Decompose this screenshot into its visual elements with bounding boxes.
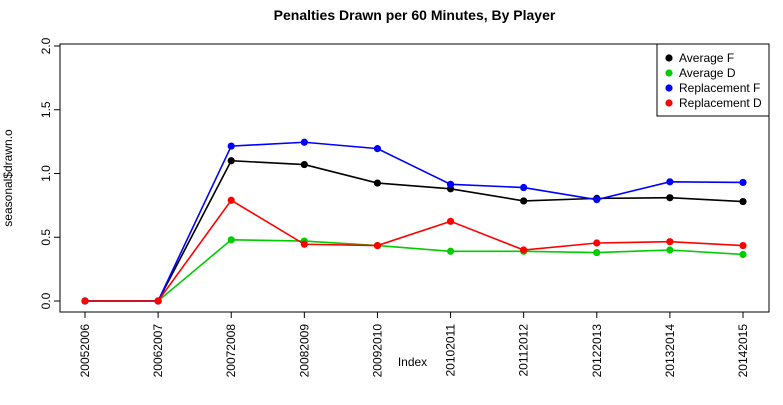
legend-marker bbox=[665, 54, 673, 62]
legend-marker bbox=[665, 99, 673, 107]
x-tick-label: 20142015 bbox=[736, 324, 750, 378]
data-point bbox=[446, 247, 455, 255]
legend-entry: Average F bbox=[679, 51, 734, 65]
x-axis-label: Index bbox=[398, 355, 427, 369]
series-replacement-d bbox=[81, 196, 747, 305]
data-point bbox=[666, 246, 674, 254]
chart-title: Penalties Drawn per 60 Minutes, By Playe… bbox=[274, 7, 556, 23]
y-axis-label: seasonal$drawn.o bbox=[1, 129, 15, 227]
data-point bbox=[373, 179, 382, 187]
data-point bbox=[520, 197, 528, 205]
x-tick-label: 20102011 bbox=[444, 324, 458, 377]
x-tick-label: 20092010 bbox=[370, 324, 384, 378]
data-point bbox=[593, 196, 601, 204]
data-point bbox=[227, 157, 235, 165]
data-point bbox=[300, 160, 308, 169]
series-line bbox=[85, 238, 744, 302]
data-point bbox=[227, 236, 235, 244]
x-tick-label: 20122013 bbox=[590, 324, 604, 378]
data-point bbox=[593, 248, 601, 257]
y-tick-label: 0.5 bbox=[39, 229, 53, 246]
data-point bbox=[739, 241, 747, 250]
data-point bbox=[666, 238, 674, 246]
data-point bbox=[520, 183, 528, 192]
data-point bbox=[739, 250, 747, 259]
data-point bbox=[227, 196, 235, 204]
y-axis: 0.0 0.5 1.0 1.5 2.0 bbox=[39, 37, 61, 309]
data-point bbox=[446, 217, 455, 225]
data-point bbox=[446, 180, 455, 188]
series-group bbox=[81, 138, 747, 305]
data-point bbox=[666, 194, 674, 202]
x-tick-label: 20112012 bbox=[517, 324, 531, 377]
series-replacement-f bbox=[81, 138, 747, 305]
x-tick-label: 20052006 bbox=[78, 324, 92, 378]
x-tick-label: 20072008 bbox=[224, 324, 238, 378]
legend-entry: Average D bbox=[679, 66, 736, 80]
data-point bbox=[739, 178, 747, 187]
series-line bbox=[85, 199, 744, 302]
data-point bbox=[300, 240, 308, 248]
legend-entry: Replacement D bbox=[679, 96, 762, 110]
legend-marker bbox=[665, 84, 673, 92]
data-point bbox=[373, 241, 382, 250]
legend-entry: Replacement F bbox=[679, 81, 760, 95]
series-line bbox=[85, 141, 744, 302]
y-tick-label: 0.0 bbox=[39, 292, 53, 309]
x-axis: 20052006 20062007 20072008 20082009 20092010… bbox=[78, 311, 750, 378]
y-tick-label: 1.0 bbox=[39, 165, 53, 182]
data-point bbox=[373, 145, 382, 153]
legend-box bbox=[656, 43, 770, 117]
data-point bbox=[300, 138, 308, 146]
legend-marker bbox=[665, 69, 673, 77]
data-point bbox=[593, 239, 601, 247]
x-tick-label: 20082009 bbox=[297, 324, 311, 378]
data-point bbox=[154, 297, 162, 305]
series-line bbox=[85, 159, 744, 302]
x-tick-label: 20062007 bbox=[151, 324, 165, 378]
data-point bbox=[227, 142, 235, 150]
y-tick-label: 2.0 bbox=[39, 37, 53, 54]
data-point bbox=[520, 246, 528, 254]
data-point bbox=[739, 197, 747, 206]
y-tick-label: 1.5 bbox=[39, 101, 53, 118]
x-tick-label: 20132014 bbox=[663, 324, 677, 378]
data-point bbox=[81, 297, 89, 305]
data-point bbox=[666, 178, 674, 186]
